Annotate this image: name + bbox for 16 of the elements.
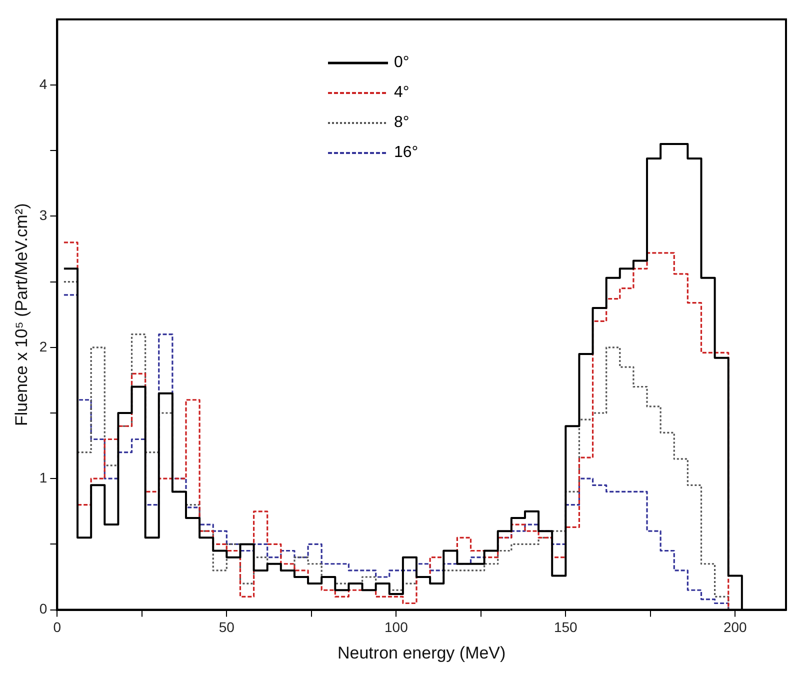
legend-label: 8° — [394, 114, 410, 132]
x-tick-label: 200 — [723, 619, 748, 636]
legend-label: 4° — [394, 84, 410, 102]
x-tick-label: 100 — [384, 619, 408, 636]
legend-label: 16° — [394, 144, 418, 162]
x-tick-label: 0 — [53, 619, 62, 636]
y-axis-title: Fluence x 10⁵ (Part/MeV.cm²) — [12, 203, 31, 426]
y-tick-label: 0 — [39, 600, 48, 617]
x-tick-label: 150 — [554, 619, 578, 636]
y-tick-label: 2 — [39, 338, 48, 354]
x-tick-label: 50 — [218, 619, 235, 636]
x-axis-title: Neutron energy (MeV) — [338, 643, 506, 662]
y-tick-label: 4 — [39, 76, 48, 92]
legend-label: 0° — [394, 54, 410, 72]
y-tick-label: 1 — [39, 469, 48, 486]
y-tick-label: 3 — [39, 207, 48, 224]
